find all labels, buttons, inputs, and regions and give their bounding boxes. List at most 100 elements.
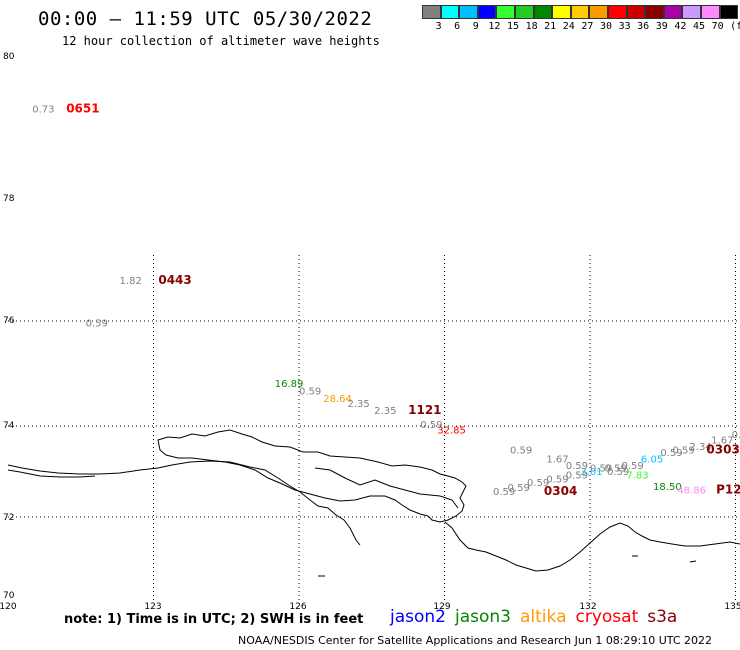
wave-height-label: 0.59 <box>590 464 612 475</box>
coastline-east <box>444 521 740 572</box>
wave-height-label: 16.89 <box>275 379 304 390</box>
x-tick-label: 132 <box>579 602 596 612</box>
wave-height-label: 1.67 <box>711 436 733 447</box>
page-subtitle: 12 hour collection of altimeter wave hei… <box>62 34 380 48</box>
wave-height-label: 7.83 <box>626 470 648 481</box>
color-swatch <box>607 5 627 19</box>
color-scale-label: 18 <box>525 21 538 32</box>
color-swatch <box>422 5 441 19</box>
satellite-name: s3a <box>647 607 678 627</box>
color-scale-label: 12 <box>488 21 501 32</box>
satellite-name: cryosat <box>575 607 639 627</box>
wave-height-label: 48.86 <box>677 485 706 496</box>
color-swatch <box>719 5 739 19</box>
satellite-name: jason3 <box>455 607 511 627</box>
time-stamp-label: 0443 <box>158 273 191 287</box>
wave-height-label: 0.59 <box>660 448 682 459</box>
color-swatch <box>459 5 478 19</box>
time-stamp-label: 0651 <box>66 102 99 116</box>
wave-height-label: 0.59 <box>546 474 568 485</box>
wave-height-label: 28.64 <box>323 394 352 405</box>
wave-height-label: 1.82 <box>120 276 142 287</box>
map-grid <box>8 255 740 603</box>
wave-height-label: 0.59 <box>607 467 629 478</box>
y-tick-label: 70 <box>3 591 15 601</box>
y-tick-label: 80 <box>3 52 15 62</box>
color-swatch <box>589 5 608 19</box>
coastline-main <box>7 460 361 546</box>
wave-height-label: 32.85 <box>437 425 466 436</box>
color-scale-label: 9 <box>472 21 479 32</box>
y-tick-label: 72 <box>3 513 14 523</box>
coastline-peninsula <box>157 429 467 523</box>
x-tick-label: 126 <box>289 602 306 612</box>
coastline <box>7 429 740 577</box>
x-tick-label: 120 <box>0 602 17 612</box>
satellite-name: jason2 <box>390 607 446 627</box>
color-swatch <box>682 5 701 19</box>
wave-height-label: 0.59 <box>493 487 515 498</box>
wave-height-label: 6.05 <box>641 454 663 465</box>
color-scale-label: 15 <box>506 21 520 32</box>
color-scale-label: 42 <box>674 21 687 32</box>
axis-labels: 120 123 126 129 132 135 70 72 74 76 78 80 <box>0 52 740 612</box>
color-scale-label: 3 <box>435 21 442 32</box>
color-scale-label: 45 <box>692 21 706 32</box>
wave-height-label: 18.50 <box>653 482 682 493</box>
wave-height-label: 0.59 <box>622 461 644 472</box>
color-swatch <box>570 5 590 19</box>
color-scale-label: (ft) <box>730 21 740 32</box>
wave-height-label: 0.59 <box>508 483 530 494</box>
color-scale-label: 36 <box>637 21 650 32</box>
wave-height-label: 0.59 <box>566 470 588 481</box>
color-scale-label: 33 <box>618 21 631 32</box>
time-stamp-label: P120 <box>716 482 740 496</box>
color-swatch <box>496 5 515 19</box>
wave-height-label: 0.73 <box>32 105 54 116</box>
color-scale-label: 70 <box>711 21 724 32</box>
wave-height-label: 0.59 <box>510 445 532 456</box>
page-title: 00:00 – 11:59 UTC 05/30/2022 <box>38 8 373 30</box>
color-swatch <box>533 5 553 19</box>
color-swatch <box>663 5 683 19</box>
wave-height-label: 0.59 <box>672 445 694 456</box>
wave-height-label: 3.01 <box>580 467 602 478</box>
wave-height-label: 2.35 <box>374 406 396 417</box>
x-tick-label: 135 <box>724 602 740 612</box>
wave-height-label: 0.59 <box>86 318 108 329</box>
color-swatch <box>645 5 664 19</box>
footnote: note: 1) Time is in UTC; 2) SWH is in fe… <box>64 612 364 627</box>
y-tick-label: 76 <box>3 316 15 326</box>
wave-height-label: 0.59 <box>566 461 588 472</box>
island-3 <box>689 560 697 563</box>
color-swatch <box>700 5 720 19</box>
y-tick-label: 78 <box>3 194 15 204</box>
wave-height-label: 0.5 <box>732 430 740 441</box>
color-scale-label: 30 <box>599 21 613 32</box>
wave-height-label: 0.59 <box>299 387 321 398</box>
color-scale-label: 27 <box>581 21 594 32</box>
color-swatch <box>514 5 534 19</box>
x-tick-label: 123 <box>144 602 161 612</box>
satellite-legend: jason2 jason3 altika cryosat s3a <box>390 607 686 627</box>
coastline-north <box>7 469 96 478</box>
wave-height-label: 2.35 <box>348 399 370 410</box>
wave-height-label: 0.59 <box>527 478 549 489</box>
color-swatch <box>477 5 497 19</box>
coastline-lena-delta <box>314 467 459 509</box>
time-stamp-label: 1121 <box>408 403 441 417</box>
y-tick-label: 74 <box>3 421 15 431</box>
color-scale-label: 24 <box>562 21 575 32</box>
credit-line: NOAA/NESDIS Center for Satellite Applica… <box>238 634 713 647</box>
wave-height-label: 1.67 <box>546 454 568 465</box>
wave-height-label: 0.59 <box>605 464 627 475</box>
color-swatch <box>552 5 571 19</box>
wave-height-label: 2.34 <box>689 442 711 453</box>
time-stamp-label: 0303 <box>706 442 739 456</box>
color-swatch <box>626 5 646 19</box>
color-scale-label: 39 <box>655 21 668 32</box>
x-tick-label: 129 <box>433 602 450 612</box>
